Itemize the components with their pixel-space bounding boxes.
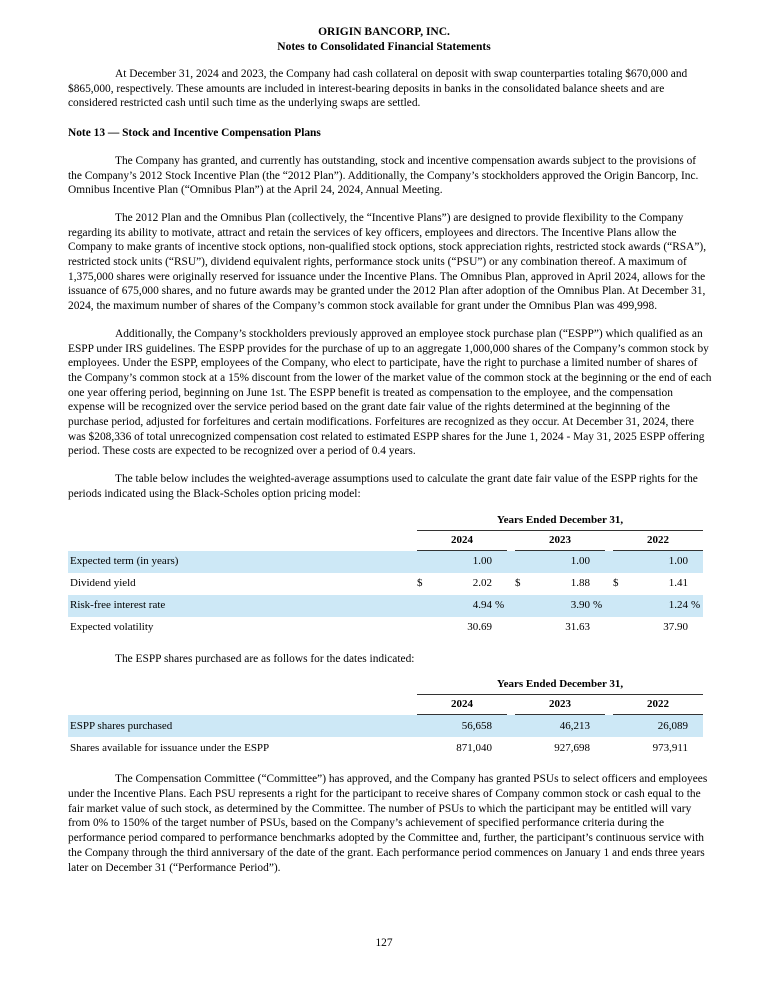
espp-shares-table: Years Ended December 31, 2024 2023 2022 … (68, 678, 703, 759)
cell-value: 927,698 (554, 741, 590, 754)
percent-sign: % (691, 599, 701, 612)
cell-value: 1.00 (570, 555, 590, 568)
year-header-2024: 2024 (417, 534, 507, 551)
year-header-2023: 2023 (515, 534, 605, 551)
table-row-espp-shares-purchased: ESPP shares purchased 56,658 46,213 26,0… (68, 715, 703, 738)
paragraph-plans-granted: The Company has granted, and currently h… (68, 154, 699, 197)
table-row-expected-volatility: Expected volatility 30.69 31.63 37.90 (68, 617, 703, 639)
year-header-2022: 2022 (613, 534, 703, 551)
cell-2023: 3.90% (515, 599, 605, 612)
paragraph-espp-shares-intro: The ESPP shares purchased are as follows… (115, 652, 415, 665)
cell-2022: $1.41 (613, 577, 703, 590)
year-header-2023: 2023 (515, 698, 605, 716)
page-number: 127 (375, 937, 393, 949)
table-header-spacer (68, 534, 417, 551)
cell-2022: 26,089 (613, 720, 703, 733)
dollar-sign: $ (613, 577, 619, 590)
cell-2024: 4.94% (417, 599, 507, 612)
table-row-dividend-yield: Dividend yield $2.02 $1.88 $1.41 (68, 573, 703, 595)
dollar-sign: $ (417, 577, 423, 590)
cell-2024: 56,658 (417, 720, 507, 733)
cell-value: 37.90 (663, 621, 688, 634)
table-header-spacer (68, 514, 417, 531)
paragraph-psu: The Compensation Committee (“Committee”)… (68, 773, 708, 874)
cell-2024: 30.69 (417, 621, 507, 634)
espp-assumptions-table: Years Ended December 31, 2024 2023 2022 … (68, 514, 703, 639)
document-body: At December 31, 2024 and 2023, the Compa… (0, 67, 768, 875)
table-span-header-row: Years Ended December 31, (68, 514, 703, 531)
row-label: Risk-free interest rate (70, 599, 166, 612)
cell-value: 1.00 (668, 555, 688, 568)
doc-subtitle: Notes to Consolidated Financial Statemen… (277, 40, 491, 53)
paragraph-espp: Additionally, the Company’s stockholders… (68, 327, 712, 458)
cell-2022: 1.24% (613, 599, 703, 612)
table-span-header-row: Years Ended December 31, (68, 678, 703, 696)
row-label: Dividend yield (70, 577, 136, 590)
cell-value: 3.90 (570, 599, 590, 612)
cell-value: 26,089 (657, 719, 688, 732)
cell-value: 30.69 (467, 621, 492, 634)
row-label: ESPP shares purchased (70, 719, 173, 732)
cell-value: 871,040 (456, 741, 492, 754)
cell-2024: 871,040 (417, 742, 507, 755)
cell-2023: 927,698 (515, 742, 605, 755)
cell-2022: 37.90 (613, 621, 703, 634)
cell-2023: $1.88 (515, 577, 605, 590)
year-header-2022: 2022 (613, 698, 703, 716)
paragraph-incentive-plans: The 2012 Plan and the Omnibus Plan (coll… (68, 211, 707, 313)
cell-value: 46,213 (559, 719, 590, 732)
cell-value: 1.88 (570, 577, 590, 590)
table-years-row: 2024 2023 2022 (68, 698, 703, 716)
document-header: ORIGIN BANCORP, INC. Notes to Consolidat… (0, 0, 768, 54)
cell-value: 1.00 (472, 555, 492, 568)
cell-2023: 46,213 (515, 720, 605, 733)
cell-2023: 31.63 (515, 621, 605, 634)
table-row-risk-free-rate: Risk-free interest rate 4.94% 3.90% 1.24… (68, 594, 703, 617)
cell-value: 31.63 (565, 621, 590, 634)
percent-sign: % (593, 599, 603, 612)
note-13-heading: Note 13 — Stock and Incentive Compensati… (68, 127, 321, 140)
table-years-row: 2024 2023 2022 (68, 534, 703, 551)
cell-2023: 1.00 (515, 555, 605, 568)
table-header-spacer (68, 678, 417, 695)
row-label: Expected volatility (70, 621, 154, 634)
year-header-2024: 2024 (417, 698, 507, 716)
cell-value: 973,911 (652, 741, 688, 754)
cell-2022: 1.00 (613, 555, 703, 568)
paragraph-table-intro: The table below includes the weighted-av… (68, 473, 698, 500)
cell-2022: 973,911 (613, 742, 703, 755)
dollar-sign: $ (515, 577, 521, 590)
cell-value: 2.02 (472, 577, 492, 590)
cell-value: 1.24 (668, 599, 688, 612)
row-label: Shares available for issuance under the … (70, 741, 270, 754)
span-header: Years Ended December 31, (417, 678, 703, 696)
table-header-spacer (68, 698, 417, 715)
cell-value: 4.94 (472, 599, 492, 612)
span-header: Years Ended December 31, (417, 514, 703, 531)
cell-value: 56,658 (461, 719, 492, 732)
cell-2024: 1.00 (417, 555, 507, 568)
cell-2024: $2.02 (417, 577, 507, 590)
table-row-shares-available: Shares available for issuance under the … (68, 737, 703, 759)
percent-sign: % (495, 599, 505, 612)
cell-value: 1.41 (668, 577, 688, 590)
row-label: Expected term (in years) (70, 555, 179, 568)
table-row-expected-term: Expected term (in years) 1.00 1.00 1.00 (68, 550, 703, 573)
paragraph-cash-collateral: At December 31, 2024 and 2023, the Compa… (68, 68, 688, 110)
doc-title: ORIGIN BANCORP, INC. (318, 26, 450, 38)
